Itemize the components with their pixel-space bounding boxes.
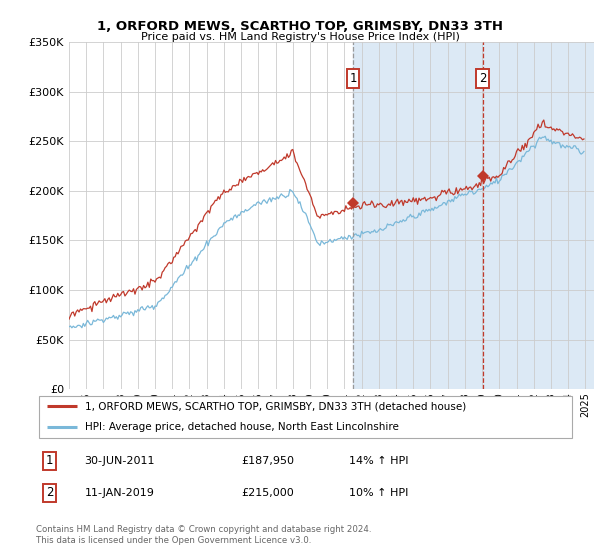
Text: 1, ORFORD MEWS, SCARTHO TOP, GRIMSBY, DN33 3TH (detached house): 1, ORFORD MEWS, SCARTHO TOP, GRIMSBY, DN… [85,401,466,411]
Text: 14% ↑ HPI: 14% ↑ HPI [349,456,409,466]
Text: 10% ↑ HPI: 10% ↑ HPI [349,488,409,498]
Text: £187,950: £187,950 [241,456,294,466]
Text: 1: 1 [46,454,53,467]
Text: 30-JUN-2011: 30-JUN-2011 [85,456,155,466]
Text: Price paid vs. HM Land Registry's House Price Index (HPI): Price paid vs. HM Land Registry's House … [140,32,460,43]
Text: HPI: Average price, detached house, North East Lincolnshire: HPI: Average price, detached house, Nort… [85,422,398,432]
Text: £215,000: £215,000 [241,488,294,498]
Text: 2: 2 [479,72,487,85]
Text: 1: 1 [349,72,357,85]
Text: 11-JAN-2019: 11-JAN-2019 [85,488,154,498]
Text: 2: 2 [46,486,53,500]
Text: 1, ORFORD MEWS, SCARTHO TOP, GRIMSBY, DN33 3TH: 1, ORFORD MEWS, SCARTHO TOP, GRIMSBY, DN… [97,20,503,32]
Bar [353,42,600,389]
Text: Contains HM Land Registry data © Crown copyright and database right 2024.
This d: Contains HM Land Registry data © Crown c… [36,525,371,545]
FancyBboxPatch shape [39,395,572,438]
